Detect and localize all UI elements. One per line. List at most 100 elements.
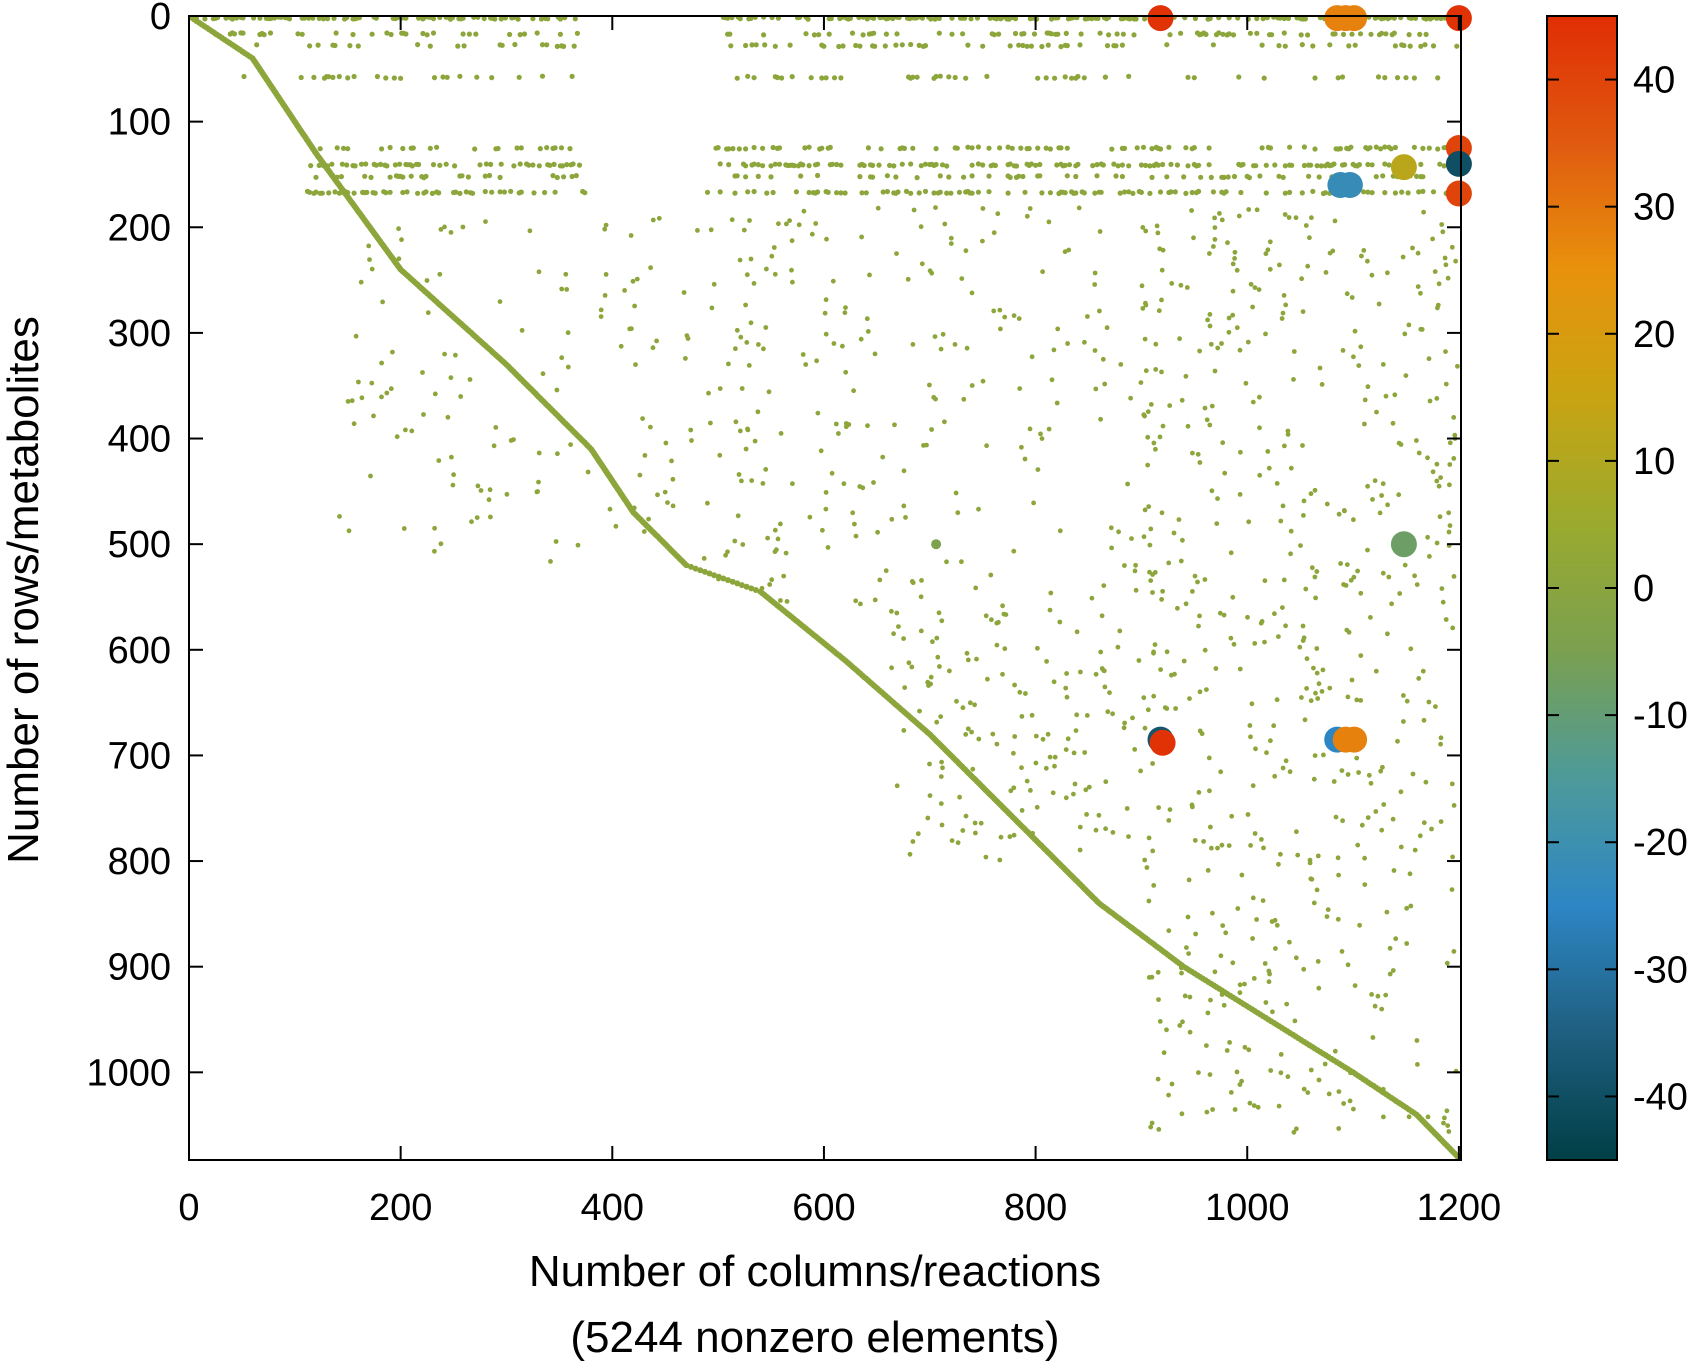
nonzero-point bbox=[1261, 75, 1267, 81]
nonzero-point bbox=[736, 472, 742, 477]
nonzero-point bbox=[1101, 583, 1107, 588]
nonzero-point bbox=[1388, 146, 1394, 152]
nonzero-point bbox=[1202, 577, 1208, 582]
nonzero-point bbox=[1119, 42, 1125, 48]
nonzero-point bbox=[1299, 42, 1305, 48]
nonzero-point bbox=[793, 189, 800, 195]
nonzero-point bbox=[497, 189, 503, 195]
nonzero-point bbox=[1397, 591, 1403, 596]
nonzero-point bbox=[1191, 145, 1197, 151]
nonzero-point bbox=[1074, 16, 1080, 21]
nonzero-point bbox=[648, 265, 653, 271]
nonzero-point bbox=[826, 31, 832, 37]
nonzero-point bbox=[1442, 1115, 1447, 1121]
nonzero-point bbox=[1310, 43, 1316, 49]
nonzero-point bbox=[838, 162, 844, 168]
nonzero-point bbox=[1048, 31, 1055, 37]
nonzero-point bbox=[1230, 960, 1236, 966]
nonzero-point bbox=[1156, 1127, 1162, 1132]
nonzero-point bbox=[1418, 290, 1423, 296]
nonzero-point bbox=[969, 290, 975, 296]
nonzero-point bbox=[1063, 795, 1069, 801]
nonzero-point bbox=[930, 639, 935, 645]
nonzero-point bbox=[1427, 554, 1432, 559]
nonzero-point bbox=[711, 572, 718, 579]
nonzero-point bbox=[1179, 1111, 1185, 1117]
nonzero-point bbox=[940, 765, 945, 771]
nonzero-point bbox=[1285, 1074, 1291, 1080]
nonzero-point bbox=[772, 43, 778, 49]
nonzero-point bbox=[918, 163, 924, 169]
nonzero-point bbox=[806, 163, 812, 169]
nonzero-point bbox=[1263, 1000, 1269, 1005]
nonzero-point bbox=[772, 271, 778, 277]
nonzero-point bbox=[685, 336, 691, 341]
nonzero-point bbox=[508, 438, 514, 443]
nonzero-point bbox=[1365, 483, 1370, 489]
nonzero-point bbox=[1370, 497, 1375, 502]
nonzero-point bbox=[1030, 830, 1035, 836]
nonzero-point bbox=[1223, 930, 1229, 936]
nonzero-point bbox=[762, 42, 768, 48]
nonzero-point bbox=[1064, 173, 1070, 179]
nonzero-point bbox=[969, 173, 975, 179]
nonzero-point bbox=[1184, 945, 1189, 950]
nonzero-point bbox=[1260, 898, 1266, 903]
nonzero-point bbox=[1125, 481, 1130, 487]
nonzero-point bbox=[1446, 529, 1452, 535]
nonzero-point bbox=[1160, 247, 1166, 253]
nonzero-point bbox=[1445, 275, 1451, 281]
nonzero-point bbox=[1349, 295, 1355, 300]
nonzero-point bbox=[1369, 272, 1375, 278]
nonzero-point bbox=[1254, 207, 1260, 213]
nonzero-point bbox=[734, 580, 741, 587]
nonzero-point bbox=[1250, 895, 1256, 901]
nonzero-point bbox=[550, 173, 556, 179]
nonzero-point bbox=[346, 528, 352, 534]
x-tick-label: 600 bbox=[792, 1187, 855, 1229]
nonzero-point bbox=[358, 279, 364, 285]
nonzero-point bbox=[1151, 883, 1157, 888]
nonzero-point bbox=[316, 16, 322, 21]
nonzero-point bbox=[820, 527, 825, 533]
nonzero-point bbox=[552, 145, 558, 151]
nonzero-point bbox=[1120, 16, 1126, 22]
nonzero-point bbox=[944, 559, 949, 565]
nonzero-point bbox=[1149, 974, 1155, 980]
nonzero-point bbox=[1160, 588, 1165, 594]
nonzero-point bbox=[1351, 517, 1356, 523]
nonzero-point bbox=[338, 189, 344, 195]
nonzero-point bbox=[744, 340, 750, 345]
nonzero-point bbox=[630, 278, 636, 284]
nonzero-point bbox=[1167, 403, 1173, 408]
nonzero-point bbox=[1102, 74, 1108, 80]
nonzero-point bbox=[473, 31, 479, 37]
nonzero-point bbox=[1213, 666, 1219, 671]
nonzero-point bbox=[1011, 548, 1017, 554]
nonzero-point bbox=[1352, 42, 1358, 48]
nonzero-point bbox=[339, 161, 345, 167]
nonzero-point bbox=[752, 587, 759, 593]
nonzero-point bbox=[554, 174, 560, 181]
nonzero-point bbox=[914, 74, 920, 80]
colorbar-tick-label: -10 bbox=[1633, 695, 1688, 737]
nonzero-point bbox=[959, 559, 964, 565]
nonzero-point bbox=[1047, 607, 1053, 613]
nonzero-point bbox=[231, 31, 238, 37]
nonzero-point bbox=[1449, 781, 1455, 787]
nonzero-point bbox=[367, 257, 372, 262]
nonzero-point bbox=[1215, 496, 1220, 501]
colorbar-tick-label: 40 bbox=[1633, 60, 1675, 102]
nonzero-point bbox=[1356, 770, 1361, 775]
nonzero-point bbox=[325, 16, 331, 22]
nonzero-point bbox=[984, 443, 989, 449]
nonzero-point bbox=[1055, 16, 1061, 21]
nonzero-point bbox=[931, 190, 937, 196]
nonzero-point bbox=[460, 224, 466, 230]
nonzero-point bbox=[1089, 16, 1095, 22]
nonzero-point bbox=[896, 16, 902, 21]
nonzero-point bbox=[1287, 144, 1293, 150]
nonzero-point bbox=[760, 481, 766, 486]
nonzero-point bbox=[732, 538, 738, 544]
